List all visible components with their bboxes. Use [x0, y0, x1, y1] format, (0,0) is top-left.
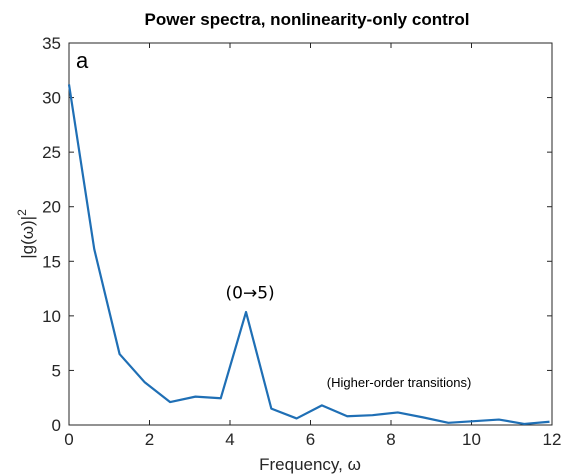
y-tick-label: 20	[42, 198, 61, 217]
y-axis-label-main: |g(ω)|	[18, 216, 37, 259]
y-tick-label: 5	[52, 361, 61, 380]
x-tick-label: 6	[306, 430, 315, 449]
panel-label: a	[76, 48, 89, 73]
data-points	[68, 84, 550, 424]
x-axis-label: Frequency, ω	[259, 455, 361, 474]
plot-frame	[68, 42, 553, 426]
annotations: (0→5) (Higher-order transitions)	[226, 283, 472, 389]
y-tick-label: 35	[42, 34, 61, 53]
chart-title: Power spectra, nonlinearity-only control	[145, 10, 470, 29]
y-tick-label: 15	[42, 252, 61, 271]
y-axis-label-sup: 2	[15, 209, 29, 216]
y-tick-label: 10	[42, 307, 61, 326]
y-tick-label: 30	[42, 89, 61, 108]
x-tick-label: 10	[462, 430, 481, 449]
x-tick-label: 12	[543, 430, 562, 449]
series-line	[67, 84, 550, 426]
y-tick-label: 0	[52, 416, 61, 435]
x-tick-label: 0	[64, 430, 73, 449]
annotation-label: (0→5)	[226, 283, 275, 303]
x-tick-label: 2	[145, 430, 154, 449]
y-axis: 0 5 10 15 20 25 30 35	[42, 34, 552, 435]
x-axis: 0 2 4 6 8 10 12	[64, 43, 561, 449]
x-tick-label: 8	[386, 430, 395, 449]
x-tick-label: 4	[225, 430, 234, 449]
y-axis-label: |g(ω)|2	[15, 209, 37, 259]
annotation-label: (Higher-order transitions)	[327, 375, 472, 390]
y-tick-label: 25	[42, 143, 61, 162]
